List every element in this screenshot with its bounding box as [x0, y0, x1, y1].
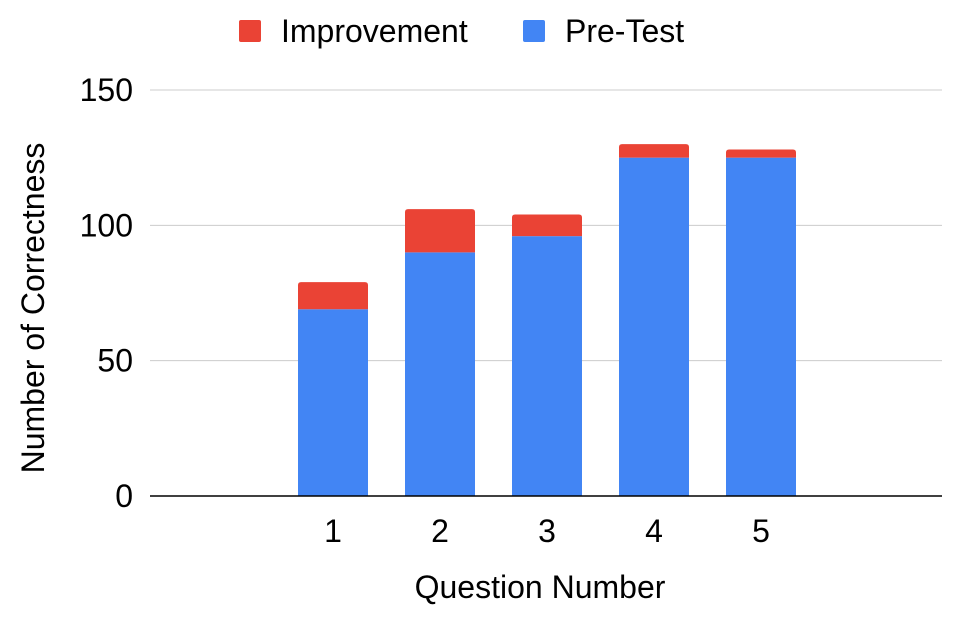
- y-tick-label: 50: [97, 343, 133, 379]
- legend-label: Improvement: [281, 13, 468, 49]
- legend-item: Pre-Test: [523, 13, 684, 49]
- bar-segment-pre-test: [726, 157, 796, 496]
- y-tick-label: 0: [115, 478, 133, 514]
- x-tick-label: 1: [324, 513, 342, 549]
- bar-segment-improvement: [726, 149, 796, 158]
- x-tick-label: 2: [431, 513, 449, 549]
- legend-item: Improvement: [239, 13, 468, 49]
- x-tick-label: 3: [538, 513, 556, 549]
- x-axis-title: Question Number: [415, 569, 666, 605]
- x-axis-ticks: 1 2 3 4 5: [324, 513, 770, 549]
- legend: Improvement Pre-Test: [239, 13, 684, 49]
- bar-segment-improvement: [512, 214, 582, 237]
- legend-swatch: [523, 20, 545, 42]
- bar-segment-pre-test: [619, 157, 689, 496]
- bar-segment-improvement: [619, 144, 689, 158]
- y-axis-title: Number of Correctness: [15, 143, 51, 474]
- y-tick-label: 150: [80, 72, 133, 108]
- bar-segment-pre-test: [298, 309, 368, 496]
- x-tick-label: 5: [752, 513, 770, 549]
- legend-label: Pre-Test: [565, 13, 684, 49]
- bar-segment-improvement: [405, 209, 475, 253]
- x-tick-label: 4: [645, 513, 663, 549]
- y-axis-ticks: 0 50 100 150: [80, 72, 133, 514]
- bar-segment-pre-test: [512, 236, 582, 496]
- bar-segment-improvement: [298, 282, 368, 310]
- bars: [298, 144, 796, 496]
- legend-swatch: [239, 20, 261, 42]
- y-tick-label: 100: [80, 207, 133, 243]
- bar-segment-pre-test: [405, 252, 475, 496]
